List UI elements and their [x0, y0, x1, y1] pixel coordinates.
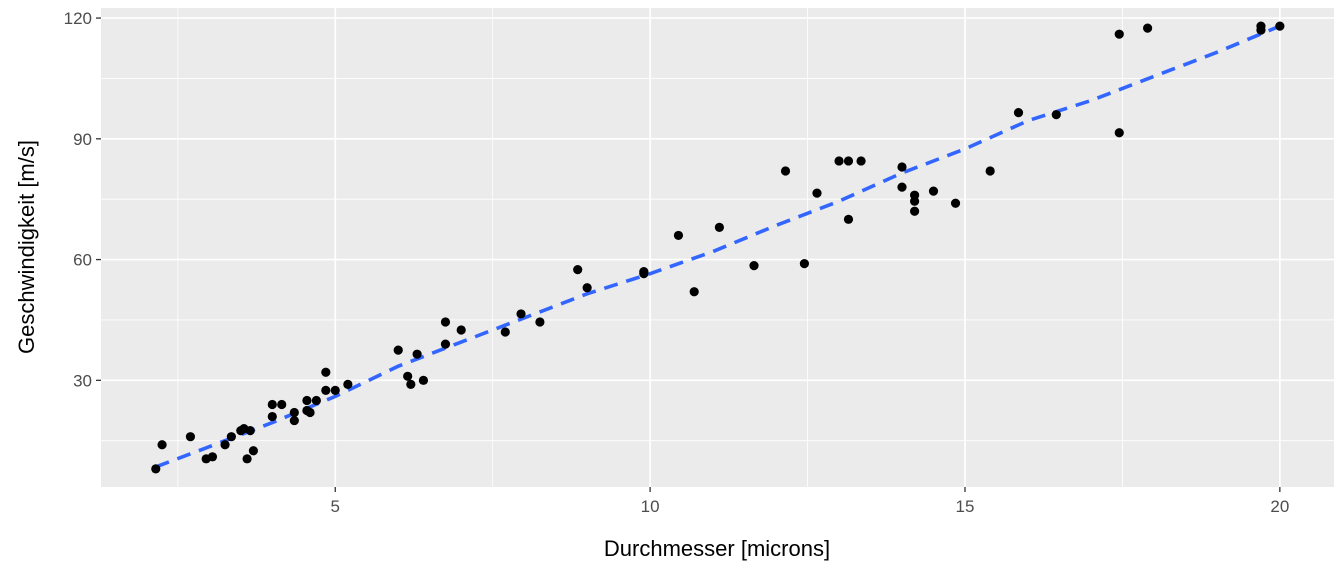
- data-point: [242, 454, 252, 464]
- data-point: [950, 198, 961, 208]
- data-point: [985, 166, 995, 176]
- data-point: [343, 379, 353, 389]
- data-point: [185, 432, 196, 442]
- data-point: [639, 269, 649, 279]
- data-point: [267, 399, 277, 410]
- data-point: [897, 182, 907, 192]
- data-point: [910, 206, 920, 216]
- data-point: [403, 371, 413, 381]
- x-tick-label: 15: [956, 497, 975, 516]
- data-point: [1256, 25, 1266, 35]
- data-point: [157, 440, 167, 450]
- data-point: [321, 367, 331, 377]
- y-tick-label: 60: [73, 251, 92, 270]
- data-point: [689, 287, 699, 297]
- data-point: [207, 452, 218, 462]
- points-layer: [151, 21, 1285, 474]
- x-tick-label: 10: [641, 497, 660, 516]
- data-point: [856, 156, 866, 166]
- data-point: [302, 395, 312, 406]
- data-point: [928, 186, 939, 196]
- data-point: [440, 317, 451, 327]
- data-point: [406, 379, 416, 389]
- x-tick-label: 20: [1270, 497, 1289, 516]
- smooth-line: [155, 24, 1281, 469]
- data-point: [277, 399, 287, 410]
- data-point: [799, 259, 810, 269]
- x-tick-label: 5: [331, 497, 340, 516]
- data-point: [1114, 29, 1124, 39]
- data-point: [673, 230, 684, 241]
- data-point: [910, 196, 920, 206]
- data-point: [248, 446, 258, 456]
- axis-ticks: 5 10 15 20 30 60 90 120: [64, 9, 1290, 516]
- data-point: [220, 440, 230, 450]
- data-point: [1143, 23, 1153, 33]
- data-point: [321, 385, 331, 395]
- data-point: [897, 162, 907, 172]
- data-point: [311, 395, 321, 406]
- data-point: [456, 325, 466, 335]
- y-tick-label: 90: [73, 130, 92, 149]
- data-point: [843, 156, 854, 166]
- data-point: [1114, 128, 1124, 138]
- data-point: [289, 407, 299, 418]
- data-point: [393, 345, 403, 355]
- y-tick-label: 120: [64, 9, 92, 28]
- grid-major: [101, 8, 1334, 487]
- data-point: [305, 407, 315, 418]
- data-point: [582, 283, 592, 293]
- y-tick-label: 30: [73, 371, 92, 390]
- data-point: [780, 166, 791, 176]
- data-point: [535, 317, 545, 327]
- data-point: [812, 188, 822, 198]
- data-point: [245, 426, 255, 436]
- data-point: [1013, 108, 1024, 118]
- data-point: [516, 309, 526, 319]
- data-point: [834, 156, 844, 166]
- data-point: [440, 339, 451, 349]
- data-point: [226, 432, 236, 442]
- data-point: [573, 265, 583, 275]
- x-axis-title: Durchmesser [microns]: [604, 536, 830, 561]
- data-point: [1051, 110, 1061, 120]
- smooth-line-layer: [155, 24, 1281, 469]
- data-point: [418, 375, 429, 385]
- data-point: [749, 261, 759, 271]
- y-axis-title: Geschwindigkeit [m/s]: [14, 140, 39, 354]
- data-point: [714, 222, 724, 232]
- data-point: [843, 214, 854, 224]
- data-point: [500, 327, 510, 337]
- data-point: [151, 464, 161, 474]
- data-point: [330, 385, 340, 395]
- data-point: [1275, 21, 1285, 31]
- data-point: [289, 415, 299, 426]
- data-point: [267, 411, 277, 422]
- data-point: [412, 349, 422, 359]
